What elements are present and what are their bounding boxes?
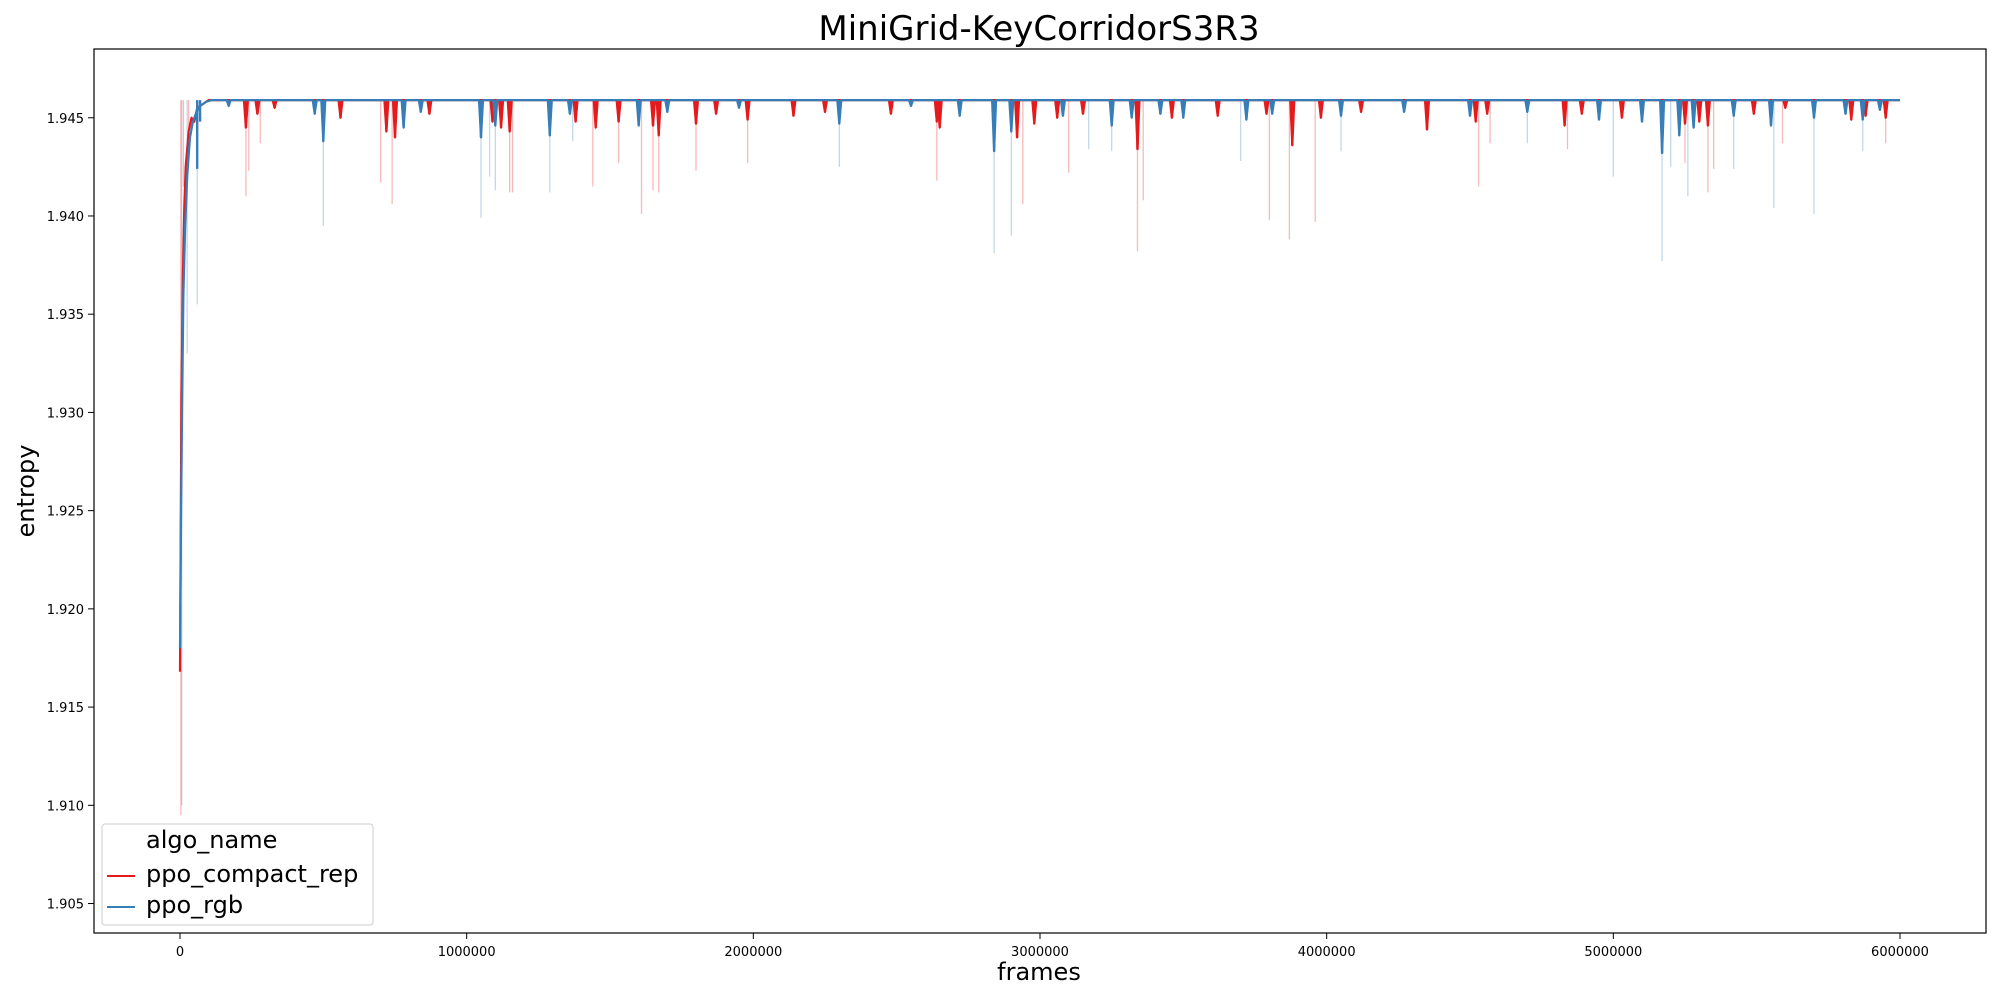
x-axis-label: frames (997, 958, 1081, 986)
y-tick-label: 1.940 (47, 210, 84, 225)
y-tick-label: 1.905 (47, 898, 84, 913)
y-tick-label: 1.920 (47, 603, 84, 618)
series-ppo-rgb (178, 99, 1900, 806)
plot-area-frame (93, 48, 1987, 934)
ppo-compact-rep-mean-line (178, 99, 1900, 672)
y-tick-label: 1.945 (47, 112, 84, 127)
x-tick-label: 5000000 (1584, 945, 1642, 960)
y-axis-label: entropy (12, 445, 40, 538)
x-tick-label: 2000000 (724, 945, 782, 960)
y-tick-label: 1.925 (47, 505, 84, 520)
y-tick-label: 1.935 (47, 308, 84, 323)
y-tick-label: 1.930 (47, 406, 84, 421)
y-tick-label: 1.915 (47, 701, 84, 716)
x-tick-label: 4000000 (1298, 945, 1356, 960)
x-tick-label: 6000000 (1871, 945, 1929, 960)
x-tick-label: 0 (176, 945, 184, 960)
series-ppo-compact-rep (178, 99, 1900, 816)
x-axis: 0 1000000 2000000 3000000 4000000 5000000 6000… (176, 933, 1929, 960)
legend-box (101, 823, 374, 926)
legend-title: algo_name (146, 826, 277, 854)
ppo-rgb-mean-line (178, 99, 1900, 649)
series-layer (178, 99, 1900, 816)
x-tick-label: 1000000 (438, 945, 496, 960)
y-tick-label: 1.910 (47, 799, 84, 814)
x-tick-label: 3000000 (1011, 945, 1069, 960)
chart-title: MiniGrid-KeyCorridorS3R3 (818, 9, 1259, 49)
legend-label-ppo-rgb: ppo_rgb (146, 891, 243, 919)
legend: algo_name ppo_compact_rep ppo_rgb (101, 823, 374, 926)
y-axis: 1.905 1.910 1.915 1.920 1.925 1.930 1.935 1.940… (47, 112, 94, 913)
legend-label-ppo-compact-rep: ppo_compact_rep (146, 860, 358, 888)
